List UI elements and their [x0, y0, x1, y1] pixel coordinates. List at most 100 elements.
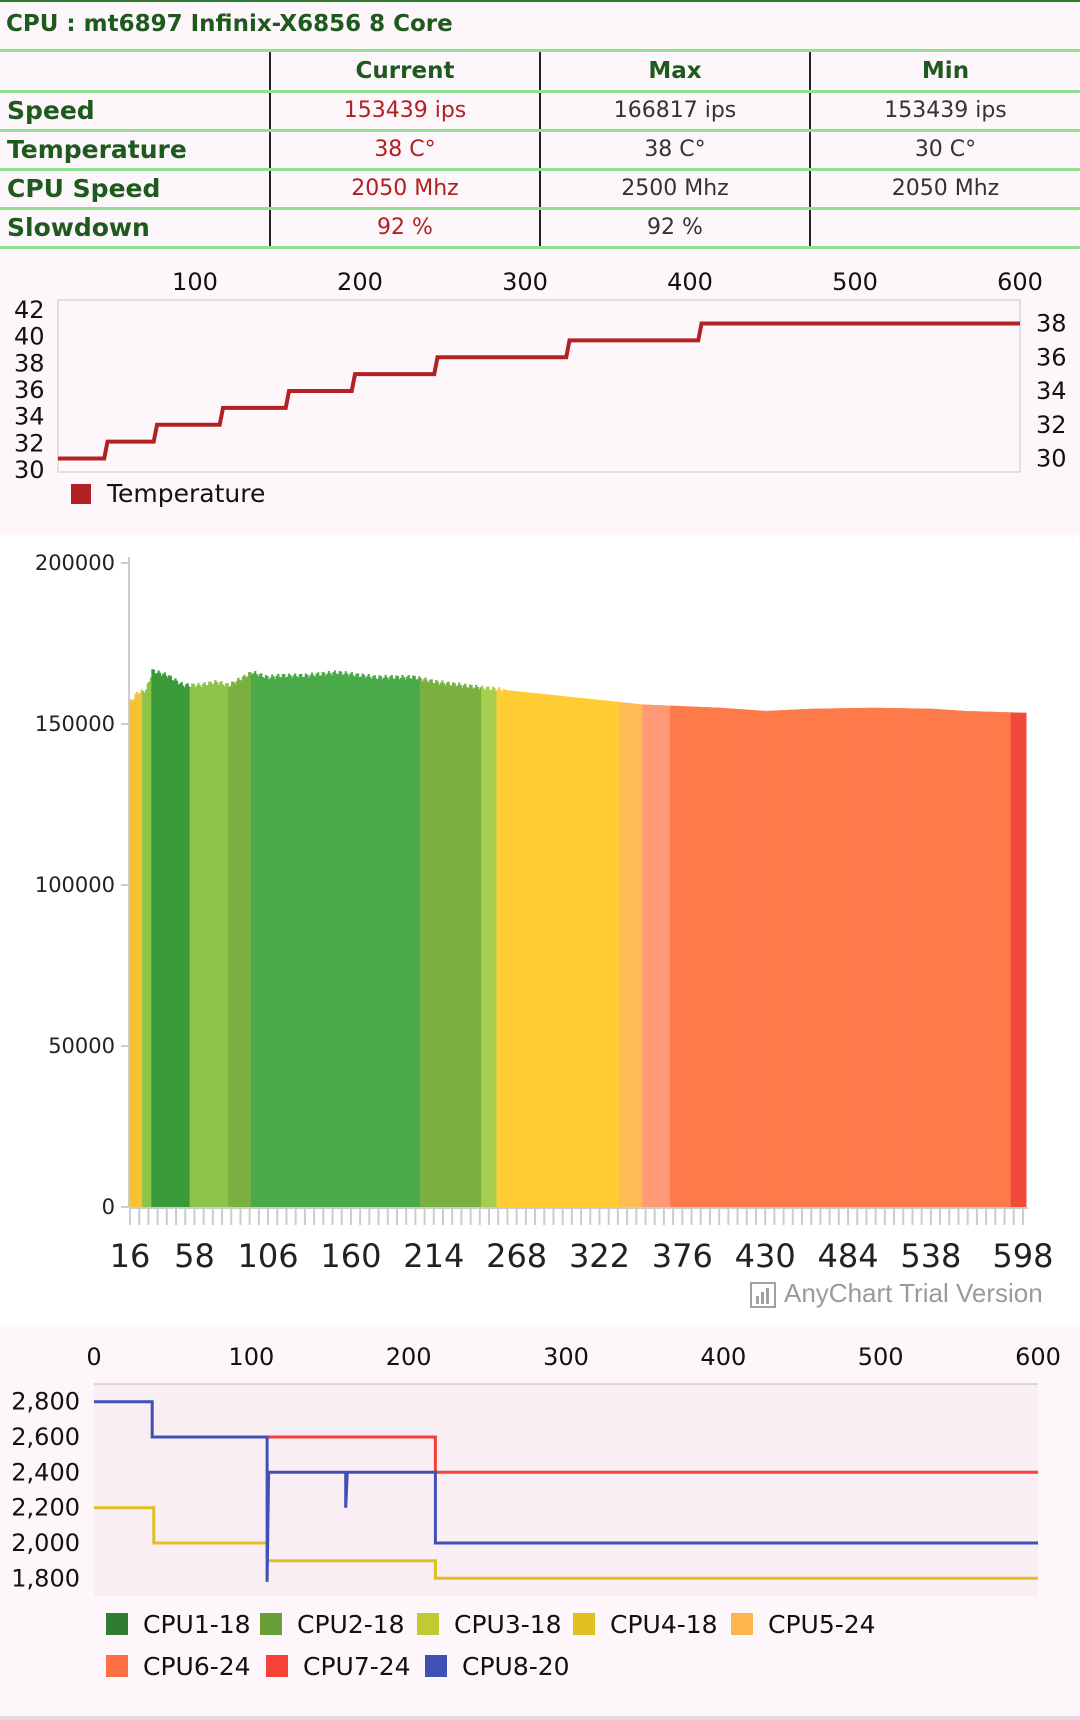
- y-right-tick-label: 36: [1036, 343, 1067, 371]
- table-row: CPU Speed 2050 Mhz 2500 Mhz 2050 Mhz: [0, 169, 1080, 210]
- x-tick-label: 300: [502, 268, 548, 296]
- y-right-tick-label: 34: [1036, 377, 1067, 405]
- legend-label-temperature: Temperature: [106, 479, 265, 508]
- x-tick-label: 0: [86, 1343, 101, 1371]
- y-tick-label: 2,400: [11, 1458, 80, 1486]
- temperature-chart: 100 200 300 400 500 6003032343638404230323436…: [0, 262, 1080, 534]
- y-tick-label: 2,200: [11, 1494, 80, 1522]
- column-header-blank: [0, 52, 270, 93]
- x-tick-label: 16: [110, 1237, 151, 1275]
- row-label: Slowdown: [0, 208, 270, 249]
- x-tick-label: 268: [486, 1237, 547, 1275]
- x-tick-label: 400: [700, 1343, 746, 1371]
- x-tick-label: 200: [386, 1343, 432, 1371]
- x-tick-label: 100: [228, 1343, 274, 1371]
- y-tick-label: 2,800: [11, 1388, 80, 1416]
- value-min: 2050 Mhz: [809, 169, 1080, 210]
- table-row: Slowdown 92 % 92 %: [0, 208, 1080, 249]
- x-tick-label: 484: [817, 1237, 878, 1275]
- value-current: 153439 ips: [269, 91, 540, 132]
- x-tick-label: 600: [997, 268, 1043, 296]
- bar-series: [129, 669, 1027, 1208]
- legend-label: CPU6-24: [143, 1652, 251, 1681]
- x-tick-label: 200: [337, 268, 383, 296]
- y-tick-label: 150000: [35, 712, 115, 736]
- y-left-tick-label: 38: [14, 349, 45, 377]
- legend-label: CPU7-24: [303, 1652, 411, 1681]
- legend-label: CPU4-18: [610, 1610, 718, 1639]
- x-tick-label: 500: [832, 268, 878, 296]
- value-min: [809, 208, 1080, 249]
- table-row: Temperature 38 C° 38 C° 30 C°: [0, 130, 1080, 171]
- y-tick-label: 200000: [35, 551, 115, 575]
- series-line-cpu8-20: [94, 1400, 1038, 1582]
- plot-background: [94, 1384, 1038, 1596]
- legend-label: CPU3-18: [454, 1610, 562, 1639]
- legend-swatch: [106, 1655, 128, 1677]
- y-left-tick-label: 34: [14, 403, 45, 431]
- column-header-current: Current: [269, 52, 540, 93]
- stats-header-row: Current Max Min: [0, 52, 1080, 93]
- y-tick-label: 1,800: [11, 1564, 80, 1592]
- x-tick-label: 430: [735, 1237, 796, 1275]
- legend-swatch: [731, 1613, 753, 1635]
- bottom-divider: [0, 1716, 1080, 1720]
- x-tick-label: 600: [1015, 1343, 1061, 1371]
- legend-label: CPU2-18: [297, 1610, 405, 1639]
- column-header-min: Min: [809, 52, 1080, 93]
- value-current: 38 C°: [269, 130, 540, 171]
- speed-chart: 0 50000 100000 150000 200000 16 58 106 160 214 268…: [0, 535, 1080, 1325]
- legend-swatch: [425, 1655, 447, 1677]
- value-max: 166817 ips: [539, 91, 810, 132]
- cpu-freq-chart: 0 100 200 300 400 500 600 1,800 2,000 2,200 2,400 2…: [0, 1328, 1080, 1720]
- y-right-tick-label: 32: [1036, 411, 1067, 439]
- x-tick-label: 58: [174, 1237, 215, 1275]
- page-title: CPU : mt6897 Infinix-X6856 8 Core: [6, 11, 453, 37]
- legend-swatch: [260, 1613, 282, 1635]
- anychart-logo-icon: [750, 1282, 776, 1308]
- y-tick-label: 0: [102, 1195, 115, 1219]
- x-tick-label: 106: [238, 1237, 299, 1275]
- value-current: 92 %: [269, 208, 540, 249]
- table-row: Speed 153439 ips 166817 ips 153439 ips: [0, 91, 1080, 132]
- x-tick-label: 500: [858, 1343, 904, 1371]
- legend-swatch: [266, 1655, 288, 1677]
- x-tick-label: 160: [320, 1237, 381, 1275]
- value-max: 2500 Mhz: [539, 169, 810, 210]
- temperature-line: [58, 321, 1020, 461]
- y-tick-label: 2,600: [11, 1423, 80, 1451]
- legend-swatch: [106, 1613, 128, 1635]
- legend-swatch-temperature: [71, 484, 91, 504]
- x-tick-label: 300: [543, 1343, 589, 1371]
- y-tick-label: 50000: [48, 1034, 115, 1058]
- y-left-tick-label: 30: [14, 456, 45, 484]
- x-tick-label: 376: [652, 1237, 713, 1275]
- y-left-tick-label: 32: [14, 429, 45, 457]
- legend-label: CPU8-20: [462, 1652, 570, 1681]
- y-tick-label: 100000: [35, 873, 115, 897]
- x-tick-label: 100: [172, 268, 218, 296]
- plot-frame: [57, 299, 1021, 473]
- legend-swatch: [573, 1613, 595, 1635]
- y-left-tick-label: 36: [14, 376, 45, 404]
- column-header-max: Max: [539, 52, 810, 93]
- x-tick-label: 214: [403, 1237, 464, 1275]
- value-current: 2050 Mhz: [269, 169, 540, 210]
- legend-swatch: [417, 1613, 439, 1635]
- value-min: 30 C°: [809, 130, 1080, 171]
- legend-label: CPU5-24: [768, 1610, 876, 1639]
- x-tick-label: 538: [900, 1237, 961, 1275]
- x-tick-label: 322: [569, 1237, 630, 1275]
- y-left-tick-label: 42: [14, 296, 45, 324]
- stats-table: Current Max Min Speed 153439 ips 166817 …: [0, 52, 1080, 249]
- bar: [1024, 712, 1027, 1208]
- x-tick-label: 400: [667, 268, 713, 296]
- header-bar: CPU : mt6897 Infinix-X6856 8 Core: [0, 0, 1080, 52]
- y-left-tick-label: 40: [14, 323, 45, 351]
- value-max: 92 %: [539, 208, 810, 249]
- row-label: Temperature: [0, 130, 270, 171]
- x-tick-label: 598: [992, 1237, 1053, 1275]
- y-tick-label: 2,000: [11, 1529, 80, 1557]
- watermark-text: AnyChart Trial Version: [784, 1278, 1043, 1308]
- value-max: 38 C°: [539, 130, 810, 171]
